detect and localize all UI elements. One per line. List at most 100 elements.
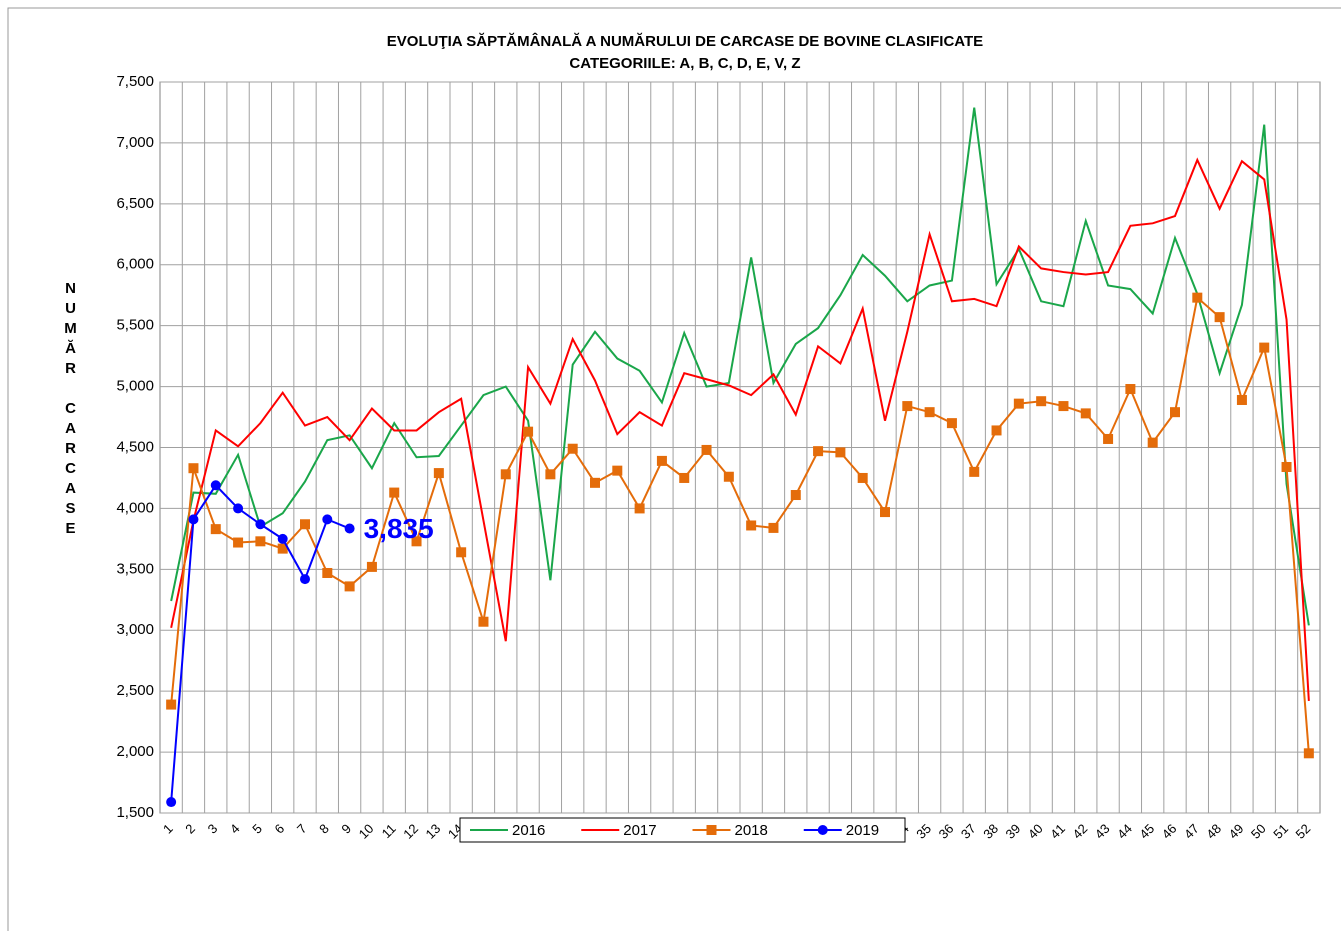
marker [880,507,890,518]
y-tick-label: 4,500 [116,438,154,455]
marker [1259,342,1270,353]
marker [322,514,333,525]
legend-marker [706,825,717,835]
x-tick-label: 45 [1136,821,1157,842]
x-tick-label: 1 [160,821,176,837]
marker [612,465,623,476]
marker [300,574,310,585]
marker [768,522,779,533]
marker [1058,401,1069,412]
marker [1147,437,1158,448]
marker [188,463,199,474]
marker [344,523,355,534]
x-tick-label: 3 [205,821,221,837]
marker [478,616,489,627]
legend-label: 2016 [512,822,545,839]
marker [344,581,355,592]
y-tick-label: 3,000 [116,621,154,638]
marker [188,514,199,525]
series-line [170,107,1310,626]
frame [7,7,1341,931]
x-tick-label: 7 [294,821,310,837]
marker [1236,394,1247,405]
y-tick-label: 2,500 [116,682,154,699]
x-tick-label: 2 [182,821,198,837]
marker [790,490,801,501]
chart-subtitle: CATEGORIILE: A, B, C, D, E, V, Z [569,55,800,72]
marker [1214,312,1225,323]
legend-marker [817,825,828,835]
x-tick-label: 10 [356,821,377,842]
x-tick-label: 41 [1047,821,1068,842]
marker [1125,384,1136,395]
marker [946,418,957,429]
marker [590,477,600,488]
y-tick-label: 6,500 [116,195,154,212]
marker [857,472,868,483]
marker [389,487,400,498]
x-tick-label: 38 [980,821,1001,842]
y-tick-label: 4,000 [116,499,154,516]
x-tick-label: 40 [1025,821,1046,842]
x-tick-label: 42 [1069,821,1090,842]
y-tick-label: 5,000 [116,378,154,395]
x-tick-label: 44 [1114,821,1135,842]
marker [233,537,244,548]
x-tick-label: 11 [379,821,399,841]
marker [255,536,266,547]
marker [166,699,177,710]
marker [1303,748,1314,759]
marker [210,480,221,491]
x-tick-label: 39 [1003,821,1024,842]
marker [634,503,645,514]
x-tick-label: 52 [1293,821,1314,842]
marker [255,519,266,530]
marker [746,520,757,531]
y-tick-label: 7,000 [116,134,154,151]
legend-label: 2017 [623,822,656,839]
marker [322,567,333,578]
x-tick-label: 13 [423,821,444,842]
marker [969,466,980,477]
y-axis-label: NUMĂR CARCASE [62,280,79,540]
series-line [170,295,1310,754]
x-tick-label: 4 [227,821,243,837]
marker [902,401,913,412]
marker [1170,407,1180,418]
marker [679,472,690,483]
chart-title: EVOLUŢIA SĂPTĂMÂNALĂ A NUMĂRULUI DE CARC… [387,32,983,50]
x-tick-label: 8 [316,821,332,837]
data-label: 3,835 [364,513,434,544]
marker [300,519,310,530]
marker [433,468,444,479]
marker [233,503,244,514]
marker [1103,433,1114,444]
x-tick-label: 37 [958,821,979,842]
marker [456,547,467,558]
series-line [170,157,1310,701]
marker [1080,408,1091,419]
marker [813,446,824,457]
y-tick-label: 3,500 [116,560,154,577]
x-tick-label: 49 [1226,821,1247,842]
x-tick-label: 6 [272,821,288,837]
marker [835,447,846,458]
marker [991,425,1002,436]
x-tick-label: 46 [1159,821,1180,842]
legend-label: 2019 [846,822,879,839]
legend [459,817,906,843]
marker [366,561,377,572]
marker [1036,396,1047,407]
marker [701,444,712,455]
x-tick-label: 9 [338,821,354,837]
marker [1281,461,1292,472]
marker [723,471,734,482]
x-tick-label: 50 [1248,821,1269,842]
x-tick-label: 51 [1270,821,1291,842]
marker [567,443,578,454]
marker [1013,398,1024,409]
marker [545,469,556,480]
marker [277,533,288,544]
